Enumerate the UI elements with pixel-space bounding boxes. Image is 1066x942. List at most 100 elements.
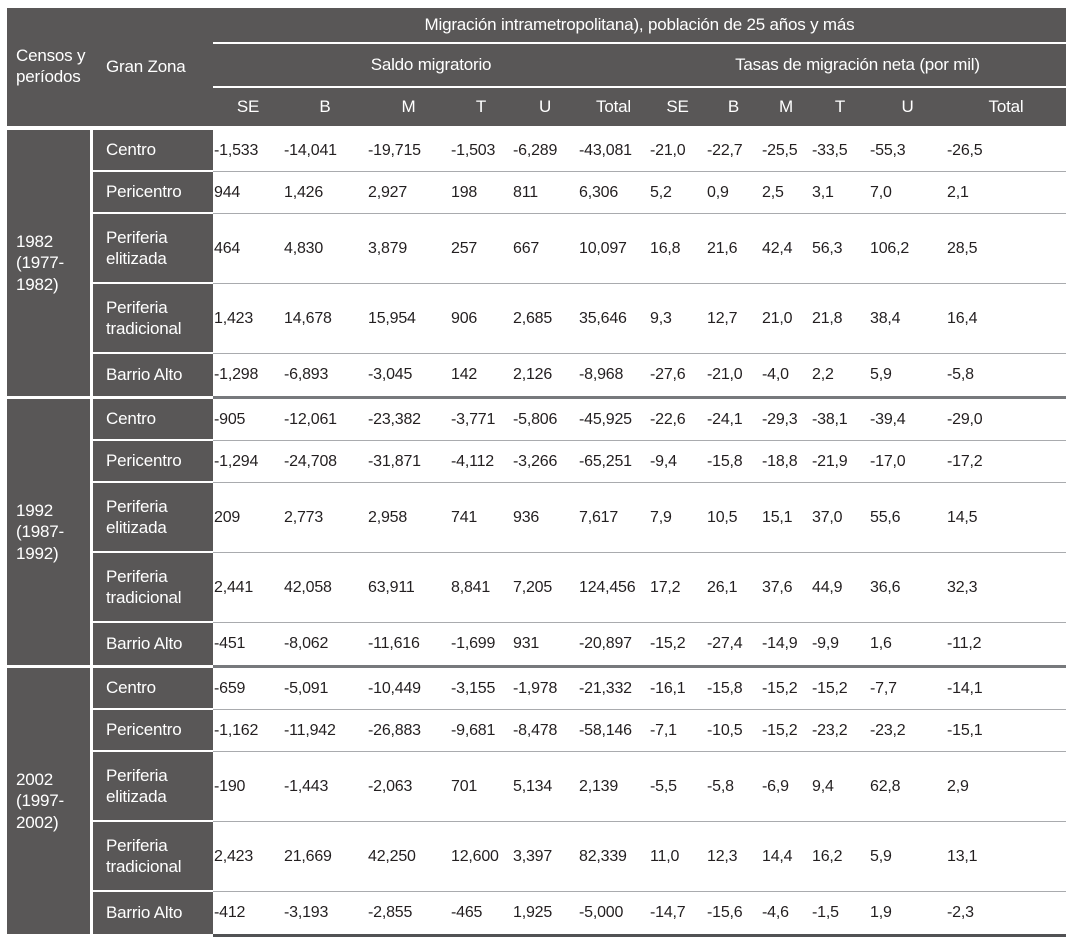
- zone-label: Periferia elitizada: [93, 214, 213, 284]
- value-cell: 2,773: [283, 483, 367, 553]
- col-header-u-saldo: U: [538, 96, 552, 116]
- value-cell: 13,1: [946, 822, 1066, 892]
- value-cell: -2,063: [367, 752, 450, 822]
- value-cell: -38,1: [811, 399, 869, 441]
- value-cell: -27,4: [706, 623, 761, 665]
- value-cell: 2,441: [213, 553, 283, 623]
- table-bottom-border: [7, 934, 1066, 937]
- value-cell: -33,5: [811, 130, 869, 172]
- value-cell: 2,139: [578, 752, 649, 822]
- value-cell: -5,5: [649, 752, 706, 822]
- col-header-b-tasas: B: [727, 96, 740, 116]
- value-cell: 906: [450, 284, 512, 354]
- separator-line: [213, 396, 1066, 399]
- value-cell: -905: [213, 399, 283, 441]
- bottom-border-gap: [7, 934, 213, 937]
- value-cell: -2,855: [367, 892, 450, 934]
- period-label: 2002 (1997- 2002): [7, 668, 93, 934]
- value-cell: 16,2: [811, 822, 869, 892]
- value-cell: -15,2: [811, 668, 869, 710]
- col-header-total-saldo: Total: [596, 96, 631, 116]
- col-header-t-saldo: T: [475, 96, 487, 116]
- zone-label: Pericentro: [93, 441, 213, 483]
- value-cell: -26,5: [946, 130, 1066, 172]
- period-separator: [7, 396, 1066, 399]
- value-cell: 15,1: [761, 483, 811, 553]
- data-table: Censos y períodos Gran Zona Migración in…: [7, 8, 1066, 937]
- value-cell: 28,5: [946, 214, 1066, 284]
- value-cell: -29,0: [946, 399, 1066, 441]
- value-cell: -18,8: [761, 441, 811, 483]
- value-cell: 12,3: [706, 822, 761, 892]
- zone-label: Barrio Alto: [93, 623, 213, 665]
- value-cell: 1,6: [869, 623, 946, 665]
- value-cell: -5,806: [512, 399, 578, 441]
- value-cell: 9,3: [649, 284, 706, 354]
- value-cell: 10,097: [578, 214, 649, 284]
- value-cell: 6,306: [578, 172, 649, 214]
- period-block: 2002 (1997- 2002) Centro -659 -5,091 -10,449…: [7, 668, 1066, 934]
- value-cell: -19,715: [367, 130, 450, 172]
- zone-label: Pericentro: [93, 710, 213, 752]
- value-cell: -5,8: [706, 752, 761, 822]
- value-cell: 5,2: [649, 172, 706, 214]
- value-cell: 4,830: [283, 214, 367, 284]
- value-cell: -23,2: [869, 710, 946, 752]
- value-cell: 667: [512, 214, 578, 284]
- zone-label: Centro: [93, 399, 213, 441]
- value-cell: 257: [450, 214, 512, 284]
- value-cell: 11,0: [649, 822, 706, 892]
- zone-label: Periferia tradicional: [93, 822, 213, 892]
- value-cell: -465: [450, 892, 512, 934]
- value-cell: 26,1: [706, 553, 761, 623]
- value-cell: 12,600: [450, 822, 512, 892]
- value-cell: -6,289: [512, 130, 578, 172]
- value-cell: -8,478: [512, 710, 578, 752]
- separator-gap: [7, 396, 213, 399]
- zone-label: Periferia tradicional: [93, 553, 213, 623]
- value-cell: -1,699: [450, 623, 512, 665]
- value-cell: -1,298: [213, 354, 283, 396]
- value-cell: 15,954: [367, 284, 450, 354]
- value-cell: -12,061: [283, 399, 367, 441]
- value-cell: 5,9: [869, 354, 946, 396]
- value-cell: 9,4: [811, 752, 869, 822]
- group-header-saldo: Saldo migratorio: [213, 44, 649, 88]
- value-cell: -3,771: [450, 399, 512, 441]
- zone-label: Centro: [93, 668, 213, 710]
- col-header-b-saldo: B: [319, 96, 331, 116]
- zone-label: Barrio Alto: [93, 354, 213, 396]
- zone-label: Periferia elitizada: [93, 752, 213, 822]
- value-cell: -58,146: [578, 710, 649, 752]
- value-cell: 62,8: [869, 752, 946, 822]
- value-cell: -3,193: [283, 892, 367, 934]
- value-cell: -24,1: [706, 399, 761, 441]
- value-cell: -23,2: [811, 710, 869, 752]
- value-cell: 32,3: [946, 553, 1066, 623]
- value-cell: -21,0: [649, 130, 706, 172]
- value-cell: 2,423: [213, 822, 283, 892]
- value-cell: -15,1: [946, 710, 1066, 752]
- value-cell: 2,126: [512, 354, 578, 396]
- value-cell: -2,3: [946, 892, 1066, 934]
- value-cell: 21,6: [706, 214, 761, 284]
- col-header-t-tasas: T: [834, 96, 846, 116]
- value-cell: -26,883: [367, 710, 450, 752]
- separator-line: [213, 665, 1066, 668]
- value-cell: -4,6: [761, 892, 811, 934]
- value-cell: -10,449: [367, 668, 450, 710]
- value-cell: -412: [213, 892, 283, 934]
- value-cell: 0,9: [706, 172, 761, 214]
- value-cell: 944: [213, 172, 283, 214]
- value-cell: -1,443: [283, 752, 367, 822]
- value-cell: -1,533: [213, 130, 283, 172]
- value-cell: 701: [450, 752, 512, 822]
- value-cell: -9,4: [649, 441, 706, 483]
- value-cell: 2,9: [946, 752, 1066, 822]
- value-cell: 2,927: [367, 172, 450, 214]
- value-cell: 1,426: [283, 172, 367, 214]
- value-cell: 14,678: [283, 284, 367, 354]
- value-cell: 464: [213, 214, 283, 284]
- value-cell: -15,6: [706, 892, 761, 934]
- value-cell: -55,3: [869, 130, 946, 172]
